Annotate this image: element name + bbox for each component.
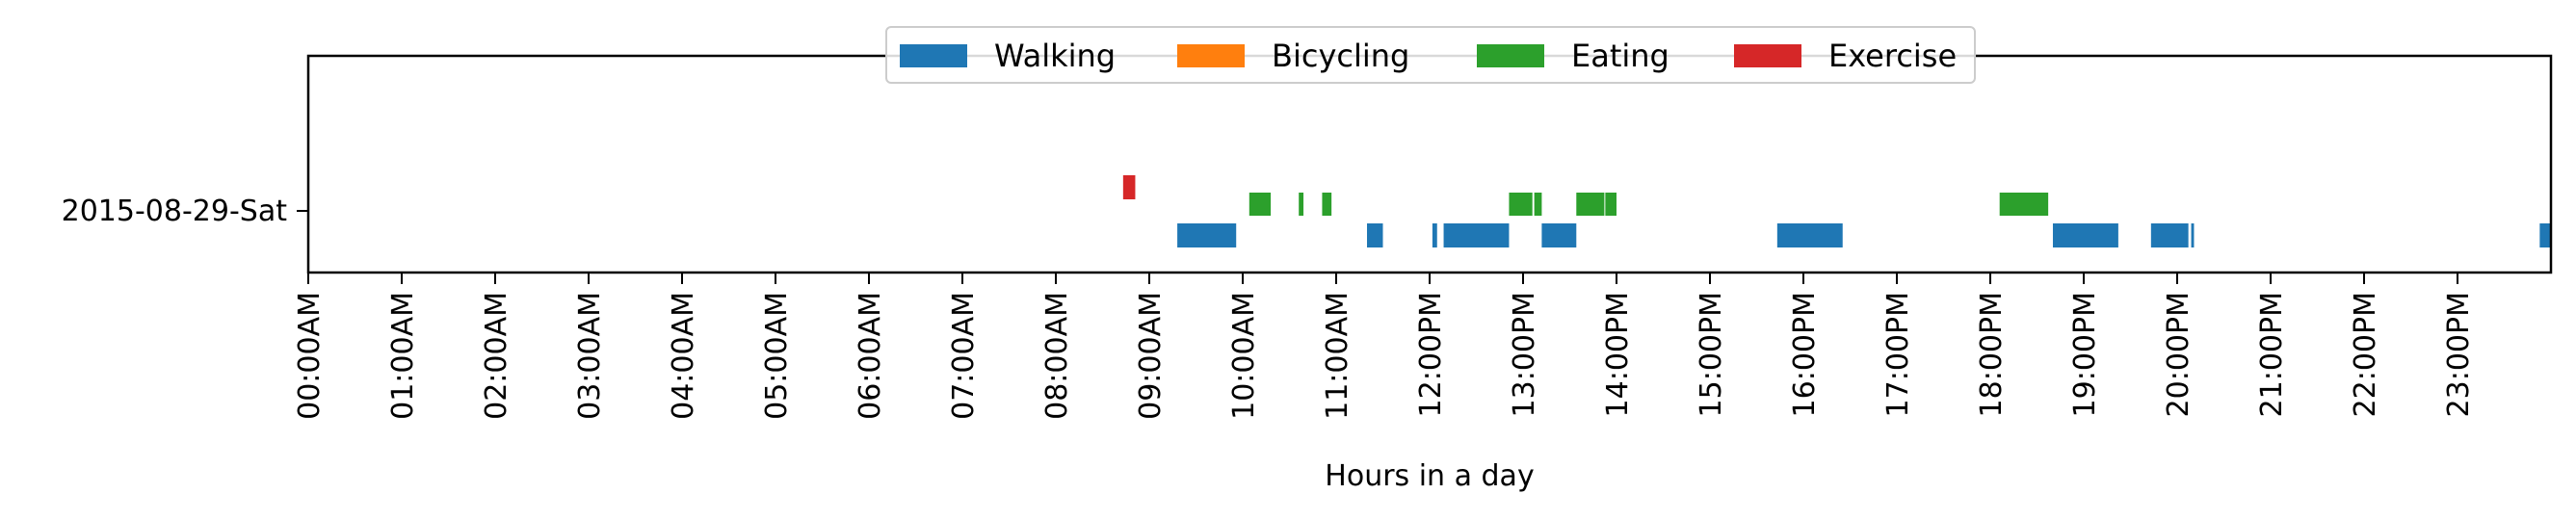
x-tick-label: 20:00PM xyxy=(2162,292,2195,417)
walking-bar xyxy=(2150,223,2189,247)
y-tick-label: 2015-08-29-Sat xyxy=(62,195,288,228)
walking-bar xyxy=(2539,223,2551,247)
eating-bar xyxy=(1509,193,1533,216)
x-tick-label: 19:00PM xyxy=(2068,292,2102,417)
eating-legend-label: Eating xyxy=(1571,38,1669,74)
x-tick-label: 17:00PM xyxy=(1881,292,1915,417)
walking-legend-swatch xyxy=(900,44,967,67)
x-tick-label: 15:00PM xyxy=(1695,292,1728,417)
x-axis: 00:00AM 01:00AM 02:00AM 03:00AM 04:00AM 05:00… xyxy=(293,273,2476,420)
x-tick-label: 00:00AM xyxy=(293,292,327,420)
x-tick-label: 22:00PM xyxy=(2349,292,2382,417)
eating-bar xyxy=(1605,193,1617,216)
eating-bar xyxy=(1999,193,2049,216)
walking-bar xyxy=(2191,223,2195,247)
exercise-legend-label: Exercise xyxy=(1828,38,1957,74)
x-tick-label: 03:00AM xyxy=(573,292,607,420)
walking-bar xyxy=(1776,223,1843,247)
x-tick-label: 18:00PM xyxy=(1975,292,2009,417)
bicycling-legend-label: Bicycling xyxy=(1272,38,1409,74)
x-tick-label: 10:00AM xyxy=(1227,292,1261,420)
x-tick-label: 07:00AM xyxy=(947,292,981,420)
x-tick-label: 08:00AM xyxy=(1040,292,1074,420)
walking-bar xyxy=(1541,223,1577,247)
x-tick-label: 01:00AM xyxy=(386,292,420,420)
x-tick-label: 13:00PM xyxy=(1508,292,1541,417)
bicycling-legend-swatch xyxy=(1177,44,1245,67)
exercise-legend-swatch xyxy=(1734,44,1801,67)
legend: Walking Bicycling Eating Exercise xyxy=(885,26,1976,84)
exercise-bar xyxy=(1122,175,1136,199)
x-tick-label: 12:00PM xyxy=(1414,292,1448,417)
walking-bar xyxy=(1177,223,1237,247)
x-tick-label: 05:00AM xyxy=(760,292,794,420)
eating-legend-swatch xyxy=(1477,44,1544,67)
walking-bar xyxy=(1443,223,1510,247)
eating-bar xyxy=(1534,193,1542,216)
walking-legend-label: Walking xyxy=(994,38,1116,74)
y-axis: 2015-08-29-Sat xyxy=(62,195,308,228)
x-axis-title: Hours in a day xyxy=(1325,459,1534,493)
eating-bar xyxy=(1576,193,1605,216)
plot-area xyxy=(1122,175,2551,247)
walking-bar xyxy=(1367,223,1383,247)
x-tick-label: 16:00PM xyxy=(1788,292,1822,417)
x-tick-label: 14:00PM xyxy=(1601,292,1635,417)
eating-bar xyxy=(1249,193,1272,216)
x-tick-label: 02:00AM xyxy=(480,292,513,420)
eating-bar xyxy=(1299,193,1304,216)
x-tick-label: 23:00PM xyxy=(2442,292,2476,417)
x-tick-label: 04:00AM xyxy=(667,292,700,420)
x-tick-label: 06:00AM xyxy=(854,292,887,420)
x-tick-label: 11:00AM xyxy=(1321,292,1354,420)
walking-bar xyxy=(2052,223,2118,247)
eating-bar xyxy=(1322,193,1332,216)
walking-bar xyxy=(1432,223,1437,247)
x-tick-label: 09:00AM xyxy=(1134,292,1168,420)
x-tick-label: 21:00PM xyxy=(2255,292,2289,417)
legend-box xyxy=(885,26,1976,84)
